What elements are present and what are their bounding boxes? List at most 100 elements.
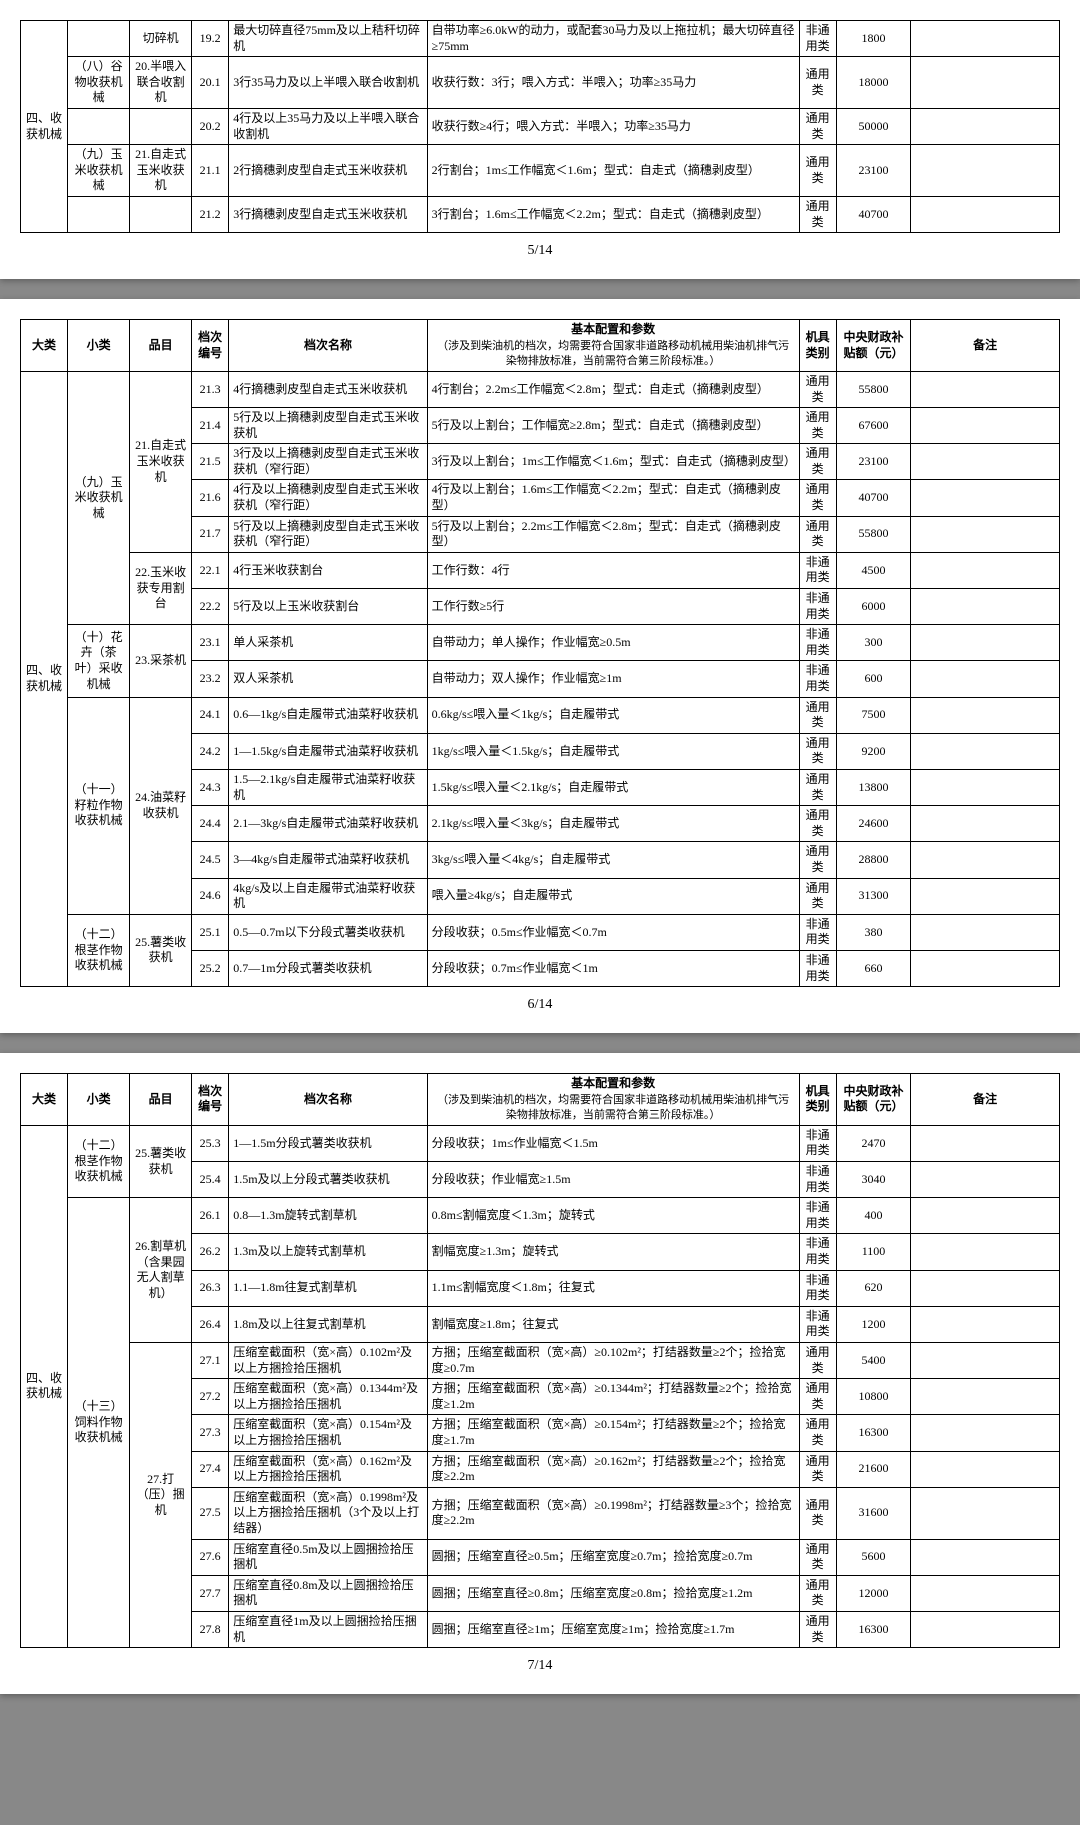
cell-dangming: 3—4kg/s自走履带式油菜籽收获机 [229, 842, 427, 878]
header-row: 大类小类品目档次编号档次名称基本配置和参数（涉及到柴油机的档次，均需要符合国家非… [21, 1074, 1060, 1126]
cell-canshu: 5行及以上割台；工作幅宽≥2.8m；型式：自走式（摘穗剥皮型） [427, 408, 799, 444]
cell-beizhu [911, 1611, 1060, 1647]
page-5: 四、收获机械切碎机19.2最大切碎直径75mm及以上秸秆切碎机自带功率≥6.0k… [0, 0, 1080, 279]
cell-leibie: 非通用类 [799, 625, 836, 661]
cell-canshu: 分段收获；1m≤作业幅宽＜1.5m [427, 1125, 799, 1161]
cell-danghao: 23.2 [192, 661, 229, 697]
cell-beizhu [911, 1198, 1060, 1234]
cell-canshu: 方捆；压缩室截面积（宽×高）≥0.162m²；打结器数量≥2个；捡拾宽度≥2.2… [427, 1451, 799, 1487]
cell-beizhu [911, 1162, 1060, 1198]
hdr-butie: 中央财政补贴额（元） [836, 320, 910, 372]
cell-leibie: 通用类 [799, 769, 836, 805]
cell-dangming: 1.5—2.1kg/s自走履带式油菜籽收获机 [229, 769, 427, 805]
cell-dangming: 4行摘穗剥皮型自走式玉米收获机 [229, 371, 427, 407]
table-row: （十二）根茎作物收获机械25.薯类收获机25.10.5—0.7m以下分段式薯类收… [21, 914, 1060, 950]
cell-dangming: 压缩室直径1m及以上圆捆捡拾压捆机 [229, 1611, 427, 1647]
cell-dalei: 四、收获机械 [21, 21, 68, 233]
cell-beizhu [911, 1415, 1060, 1451]
cell-leibie: 非通用类 [799, 1270, 836, 1306]
table-page6: 大类小类品目档次编号档次名称基本配置和参数（涉及到柴油机的档次，均需要符合国家非… [20, 319, 1060, 987]
cell-leibie: 通用类 [799, 842, 836, 878]
cell-dangming: 1.5m及以上分段式薯类收获机 [229, 1162, 427, 1198]
cell-danghao: 22.2 [192, 589, 229, 625]
cell-leibie: 通用类 [799, 1611, 836, 1647]
cell-dangming: 1—1.5kg/s自走履带式油菜籽收获机 [229, 733, 427, 769]
cell-xiaolei [68, 196, 130, 232]
cell-butie: 67600 [836, 408, 910, 444]
cell-canshu: 1kg/s≤喂入量＜1.5kg/s；自走履带式 [427, 733, 799, 769]
cell-canshu: 分段收获；0.5m≤作业幅宽＜0.7m [427, 914, 799, 950]
cell-dangming: 0.7—1m分段式薯类收获机 [229, 950, 427, 986]
cell-beizhu [911, 145, 1060, 197]
cell-canshu: 割幅宽度≥1.8m；往复式 [427, 1306, 799, 1342]
cell-canshu: 圆捆；压缩室直径≥0.8m；压缩室宽度≥0.8m；捡拾宽度≥1.2m [427, 1575, 799, 1611]
cell-dangming: 压缩室截面积（宽×高）0.162m²及以上方捆捡拾压捆机 [229, 1451, 427, 1487]
cell-beizhu [911, 1451, 1060, 1487]
cell-canshu: 5行及以上割台；2.2m≤工作幅宽＜2.8m；型式：自走式（摘穗剥皮型） [427, 516, 799, 552]
cell-dangming: 1.3m及以上旋转式割草机 [229, 1234, 427, 1270]
cell-butie: 10800 [836, 1379, 910, 1415]
cell-canshu: 方捆；压缩室截面积（宽×高）≥0.1998m²；打结器数量≥3个；捡拾宽度≥2.… [427, 1487, 799, 1539]
cell-leibie: 通用类 [799, 1575, 836, 1611]
cell-canshu: 0.6kg/s≤喂入量＜1kg/s；自走履带式 [427, 697, 799, 733]
cell-butie: 3040 [836, 1162, 910, 1198]
cell-canshu: 方捆；压缩室截面积（宽×高）≥0.102m²；打结器数量≥2个；捡拾宽度≥0.7… [427, 1343, 799, 1379]
cell-leibie: 通用类 [799, 516, 836, 552]
cell-leibie: 通用类 [799, 57, 836, 109]
cell-pinmu: 22.玉米收获专用割台 [130, 552, 192, 624]
cell-dangming: 1.8m及以上往复式割草机 [229, 1306, 427, 1342]
cell-beizhu [911, 480, 1060, 516]
hdr-danghao: 档次编号 [192, 1074, 229, 1126]
cell-danghao: 20.1 [192, 57, 229, 109]
hdr-danghao: 档次编号 [192, 320, 229, 372]
table-row: （八）谷物收获机械20.半喂入联合收割机20.13行35马力及以上半喂入联合收割… [21, 57, 1060, 109]
cell-canshu: 割幅宽度≥1.3m；旋转式 [427, 1234, 799, 1270]
cell-pinmu: 26.割草机（含果园无人割草机） [130, 1198, 192, 1343]
cell-leibie: 非通用类 [799, 914, 836, 950]
cell-beizhu [911, 697, 1060, 733]
cell-leibie: 非通用类 [799, 21, 836, 57]
cell-beizhu [911, 1306, 1060, 1342]
cell-beizhu [911, 57, 1060, 109]
cell-danghao: 24.6 [192, 878, 229, 914]
cell-butie: 600 [836, 661, 910, 697]
cell-beizhu [911, 733, 1060, 769]
cell-pinmu: 20.半喂入联合收割机 [130, 57, 192, 109]
cell-danghao: 27.1 [192, 1343, 229, 1379]
cell-leibie: 通用类 [799, 878, 836, 914]
cell-canshu: 自带动力；双人操作；作业幅宽≥1m [427, 661, 799, 697]
cell-beizhu [911, 625, 1060, 661]
cell-dangming: 5行及以上摘穗剥皮型自走式玉米收获机 [229, 408, 427, 444]
cell-beizhu [911, 516, 1060, 552]
cell-canshu: 方捆；压缩室截面积（宽×高）≥0.154m²；打结器数量≥2个；捡拾宽度≥1.7… [427, 1415, 799, 1451]
cell-dangming: 5行及以上玉米收获割台 [229, 589, 427, 625]
cell-dalei: 四、收获机械 [21, 371, 68, 986]
cell-leibie: 通用类 [799, 1539, 836, 1575]
table-row: 22.玉米收获专用割台22.14行玉米收获割台工作行数：4行非通用类4500 [21, 552, 1060, 588]
cell-danghao: 21.3 [192, 371, 229, 407]
cell-xiaolei: （十一）籽粒作物收获机械 [68, 697, 130, 914]
header-row: 大类小类品目档次编号档次名称基本配置和参数（涉及到柴油机的档次，均需要符合国家非… [21, 320, 1060, 372]
page-number-7: 7/14 [20, 1658, 1060, 1674]
cell-dangming: 4行及以上35马力及以上半喂入联合收割机 [229, 108, 427, 144]
cell-butie: 380 [836, 914, 910, 950]
table-row: （十一）籽粒作物收获机械24.油菜籽收获机24.10.6—1kg/s自走履带式油… [21, 697, 1060, 733]
cell-beizhu [911, 444, 1060, 480]
cell-butie: 31300 [836, 878, 910, 914]
cell-danghao: 24.2 [192, 733, 229, 769]
page-6: 大类小类品目档次编号档次名称基本配置和参数（涉及到柴油机的档次，均需要符合国家非… [0, 299, 1080, 1033]
cell-butie: 6000 [836, 589, 910, 625]
cell-butie: 16300 [836, 1415, 910, 1451]
cell-pinmu: 切碎机 [130, 21, 192, 57]
cell-butie: 5600 [836, 1539, 910, 1575]
cell-leibie: 非通用类 [799, 1234, 836, 1270]
cell-danghao: 26.1 [192, 1198, 229, 1234]
cell-beizhu [911, 196, 1060, 232]
table-row: 四、收获机械（九）玉米收获机械21.自走式玉米收获机21.34行摘穗剥皮型自走式… [21, 371, 1060, 407]
cell-beizhu [911, 842, 1060, 878]
cell-dangming: 单人采茶机 [229, 625, 427, 661]
cell-dangming: 压缩室直径0.8m及以上圆捆捡拾压捆机 [229, 1575, 427, 1611]
cell-danghao: 26.2 [192, 1234, 229, 1270]
cell-danghao: 25.4 [192, 1162, 229, 1198]
cell-leibie: 通用类 [799, 1451, 836, 1487]
